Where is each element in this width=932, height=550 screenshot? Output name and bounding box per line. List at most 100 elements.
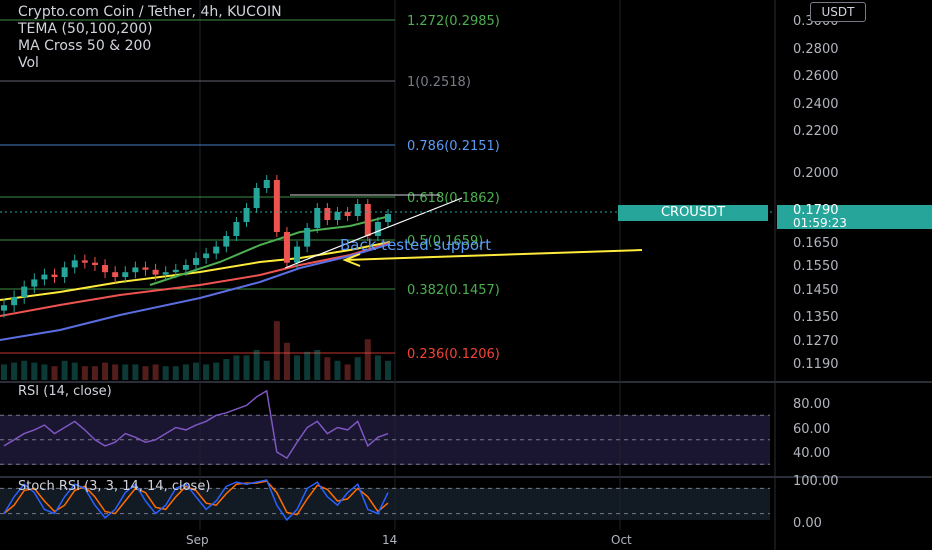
ma50-line-green[interactable] xyxy=(149,215,391,286)
candle-body[interactable] xyxy=(61,267,68,277)
volume-bar xyxy=(374,355,381,380)
fib-level-label: 1(0.2518) xyxy=(407,75,471,90)
fib-level-label: 0.382(0.1457) xyxy=(407,283,500,298)
candle-body[interactable] xyxy=(253,188,260,208)
candle-body[interactable] xyxy=(91,262,98,265)
candle-body[interactable] xyxy=(132,267,139,273)
symbol-price-tag: CROUSDT xyxy=(618,205,768,221)
rsi-axis-label: 80.00 xyxy=(793,397,830,412)
annotation-text[interactable]: Back tested support xyxy=(340,236,491,254)
volume-bar xyxy=(324,357,331,380)
tema-line-red[interactable] xyxy=(0,242,391,317)
volume-bar xyxy=(132,364,139,380)
candle-body[interactable] xyxy=(122,272,129,277)
tema-line-yellow[interactable] xyxy=(0,241,391,301)
volume-bar xyxy=(364,339,371,380)
candle-body[interactable] xyxy=(51,274,58,277)
candle-body[interactable] xyxy=(41,274,48,280)
volume-bar xyxy=(71,362,78,380)
stoch-rsi-label[interactable]: Stoch RSI (3, 3, 14, 14, close) xyxy=(18,479,211,494)
volume-bar xyxy=(182,364,189,380)
volume-bar xyxy=(122,364,129,380)
volume-bar xyxy=(354,357,361,380)
price-axis-label: 0.1650 xyxy=(793,236,839,251)
candle-body[interactable] xyxy=(223,236,230,247)
stoch-d-line[interactable] xyxy=(3,480,389,516)
rsi-line[interactable] xyxy=(3,389,389,460)
candle-body[interactable] xyxy=(304,228,311,247)
candle-body[interactable] xyxy=(354,204,361,216)
candle-body[interactable] xyxy=(324,208,331,220)
candle-body[interactable] xyxy=(203,253,210,259)
ma-cross-indicator-label[interactable]: MA Cross 50 & 200 xyxy=(18,38,152,54)
candle-body[interactable] xyxy=(314,208,321,228)
candle-body[interactable] xyxy=(182,265,189,270)
volume-bar xyxy=(243,355,250,380)
trendline[interactable] xyxy=(284,197,463,269)
volume-bar xyxy=(334,360,341,380)
stoch-k-line[interactable] xyxy=(3,479,389,522)
fib-level-label: 0.618(0.1862) xyxy=(407,191,500,206)
volume-bar xyxy=(273,321,280,380)
volume-bar xyxy=(385,360,391,380)
symbol-title[interactable]: Crypto.com Coin / Tether, 4h, KUCOIN xyxy=(18,4,282,20)
ma200-line-blue[interactable] xyxy=(0,243,391,341)
fib-level-label: 0.236(0.1206) xyxy=(407,347,500,362)
candle-body[interactable] xyxy=(152,269,159,275)
main-pane-bg xyxy=(0,0,775,381)
candle-body[interactable] xyxy=(294,246,301,263)
stoch-band xyxy=(0,488,770,520)
candle-body[interactable] xyxy=(344,212,351,216)
candle-body[interactable] xyxy=(364,204,371,236)
volume-bar xyxy=(314,350,321,380)
candle-body[interactable] xyxy=(193,258,199,265)
candle-body[interactable] xyxy=(1,305,7,311)
price-axis-label: 0.2800 xyxy=(793,42,839,57)
candle-body[interactable] xyxy=(273,180,280,232)
volume-bar xyxy=(112,364,119,380)
candle-body[interactable] xyxy=(374,222,381,236)
candle-body[interactable] xyxy=(11,297,18,306)
volume-bar xyxy=(283,342,290,380)
last-price-tag: 0.1790 01:59:23 xyxy=(777,203,932,230)
time-axis-label: Oct xyxy=(611,533,632,547)
candle-body[interactable] xyxy=(81,260,88,263)
candle-body[interactable] xyxy=(283,232,290,263)
rsi-label[interactable]: RSI (14, close) xyxy=(18,384,112,399)
price-axis-label: 0.2400 xyxy=(793,97,839,112)
candle-body[interactable] xyxy=(31,279,38,287)
volume-bar xyxy=(223,359,230,380)
candle-body[interactable] xyxy=(385,214,391,222)
volume-bar xyxy=(344,364,351,380)
price-axis-label: 0.1450 xyxy=(793,283,839,298)
volume-bar xyxy=(193,362,199,380)
volume-bar xyxy=(81,366,88,380)
volume-bar xyxy=(294,355,301,380)
candle-body[interactable] xyxy=(21,286,28,298)
volume-bar xyxy=(41,364,48,380)
candle-body[interactable] xyxy=(71,260,78,268)
candle-body[interactable] xyxy=(162,272,169,275)
candle-body[interactable] xyxy=(102,265,109,273)
volume-indicator-label[interactable]: Vol xyxy=(18,55,39,71)
rsi-axis-label: 60.00 xyxy=(793,422,830,437)
candle-body[interactable] xyxy=(142,267,149,270)
price-axis-label: 0.2600 xyxy=(793,69,839,84)
last-price-value: 0.1790 xyxy=(793,203,839,218)
candle-body[interactable] xyxy=(243,208,250,222)
candle-body[interactable] xyxy=(213,246,220,254)
volume-bar xyxy=(253,350,260,380)
price-axis-label: 0.2000 xyxy=(793,166,839,181)
candle-body[interactable] xyxy=(263,180,270,188)
bar-countdown: 01:59:23 xyxy=(793,216,847,230)
price-axis-label: 0.1550 xyxy=(793,259,839,274)
candle-body[interactable] xyxy=(233,222,240,236)
arrow-line[interactable] xyxy=(344,249,643,261)
candle-body[interactable] xyxy=(334,212,341,220)
tema-indicator-label[interactable]: TEMA (50,100,200) xyxy=(18,21,153,37)
candle-body[interactable] xyxy=(172,269,179,273)
chart-legend: Crypto.com Coin / Tether, 4h, KUCOIN TEM… xyxy=(18,4,282,72)
currency-button[interactable]: USDT xyxy=(810,2,866,22)
candle-body[interactable] xyxy=(112,272,119,277)
